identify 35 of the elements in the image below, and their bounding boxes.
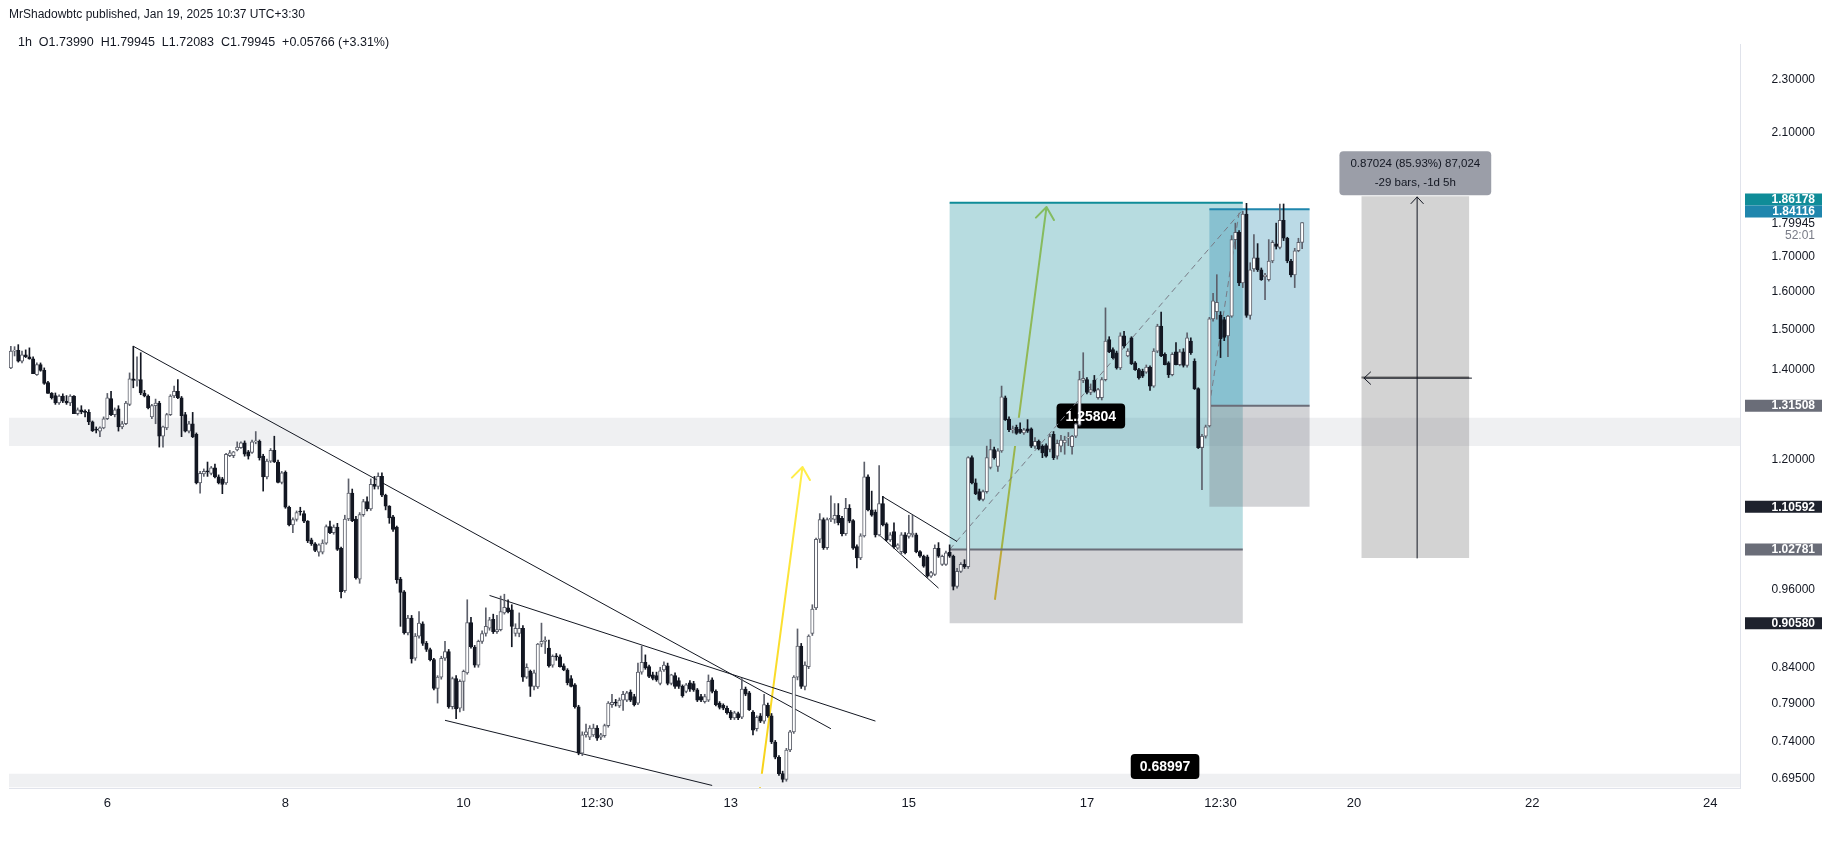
chart-title: MrShadowbtc published, Jan 19, 2025 10:37 UTC+3:30 [9,6,305,22]
y-tick-label: 1.40000 [1771,361,1816,376]
y-tick-label: 0.79000 [1771,695,1816,710]
y-tick-label: 1.79945 [1771,216,1816,231]
x-tick-label: 20 [1346,795,1362,811]
x-tick-label: 6 [103,795,111,811]
x-tick-label: 8 [281,795,290,811]
y-tick-label: 1.20000 [1771,451,1816,466]
annotation: 0.87024 (85.93%) 87,024 -29 bars, -1d 5h [1350,156,1481,188]
y-tick-label: 1.50000 [1771,321,1816,336]
y-tick-label: 2.30000 [1771,72,1816,87]
x-tick-label: 10 [456,795,471,811]
y-tick-label: 1.70000 [1771,248,1816,263]
y-tick-label: 1.31508 [1771,398,1816,413]
y-tick-label: 0.74000 [1771,734,1816,749]
x-tick-label: 17 [1079,795,1095,811]
y-tick-label: 1.84116 [1772,204,1816,219]
x-tick-label: 24 [1703,795,1718,811]
y-tick-label: 0.96000 [1771,582,1816,597]
y-tick-label: 0.90580 [1771,616,1816,631]
y-tick-label: 0.69500 [1771,770,1816,785]
x-tick-label: 12:30 [580,795,614,811]
x-tick-label: 15 [901,795,917,811]
y-tick-label: 1.10592 [1771,499,1816,514]
y-tick-label: 1.02781 [1771,542,1816,557]
x-tick-label: 22 [1524,795,1540,811]
y-tick-label: 1.60000 [1771,284,1816,299]
annotation: 0.68997 [1139,758,1191,775]
y-tick-label: 2.10000 [1771,125,1816,140]
x-tick-label: 13 [723,795,738,811]
y-tick-label: 0.84000 [1771,660,1816,675]
text: 52:01 [1784,228,1816,243]
x-tick-label: 12:30 [1204,795,1237,811]
chart-subtitle: 1h O1.73990 H1.79945 L1.72083 C1.79945 +0.05766 (+3.31%) [18,34,390,50]
y-tick-label: 1.86178 [1771,192,1816,207]
